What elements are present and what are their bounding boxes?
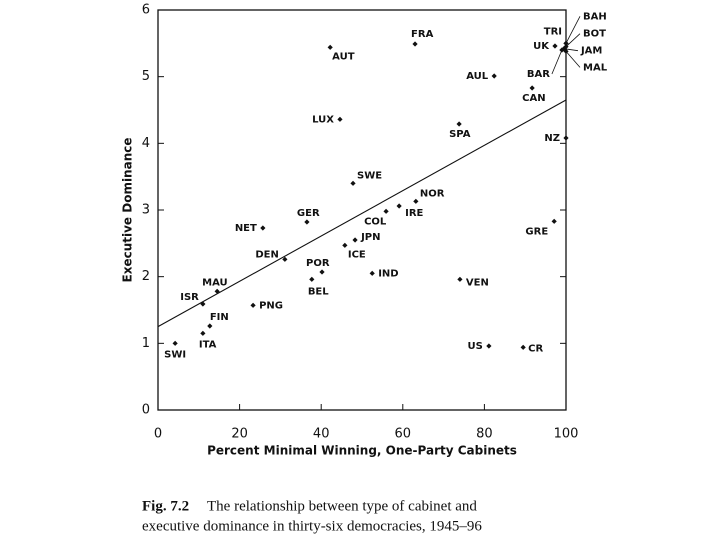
point-label: SWI <box>164 349 186 360</box>
x-axis-label: Percent Minimal Winning, One-Party Cabin… <box>207 444 517 458</box>
x-tick-label: 20 <box>231 427 248 442</box>
point <box>456 121 462 127</box>
point-label: BOT <box>583 29 606 40</box>
point <box>342 242 348 248</box>
y-tick-label: 5 <box>142 69 150 84</box>
point <box>260 225 266 231</box>
y-tick-label: 1 <box>142 336 150 351</box>
y-tick-label: 2 <box>142 269 150 284</box>
point-label: DEN <box>255 249 279 260</box>
point-label: AUL <box>466 71 489 82</box>
point-label: AUT <box>332 51 355 62</box>
point <box>200 330 206 336</box>
x-tick-label: 100 <box>554 427 579 442</box>
point-label: CR <box>528 343 543 354</box>
point <box>250 302 256 308</box>
point <box>369 270 375 276</box>
point-label: VEN <box>466 277 489 288</box>
point <box>309 276 315 282</box>
point <box>350 180 356 186</box>
caption-line: executive dominance in thirty-six democr… <box>142 518 482 534</box>
point-label: ISR <box>180 292 199 303</box>
point <box>563 40 569 46</box>
point-label: CAN <box>522 93 545 104</box>
point <box>551 218 557 224</box>
x-tick-label: 0 <box>154 427 162 442</box>
x-tick-label: 60 <box>395 427 412 442</box>
leader-line <box>565 51 581 68</box>
trend-line <box>157 99 567 328</box>
point-label: BAH <box>583 11 607 22</box>
point-label: US <box>468 341 483 352</box>
point-label: JPN <box>360 232 380 243</box>
point <box>383 208 389 214</box>
point-label: SWE <box>357 170 382 181</box>
caption-line: The relationship between type of cabinet… <box>207 498 477 514</box>
point <box>457 276 463 282</box>
point-label: NOR <box>420 188 445 199</box>
point-label: JAM <box>580 46 602 57</box>
point-label: IRE <box>405 208 423 219</box>
point-label: FIN <box>210 312 229 323</box>
point <box>396 203 402 209</box>
point-label: GER <box>297 208 320 219</box>
point-label: SPA <box>449 129 471 140</box>
point-label: NZ <box>544 133 560 144</box>
plot-frame <box>157 9 567 411</box>
point <box>529 85 535 91</box>
point <box>520 344 526 350</box>
point <box>304 219 310 225</box>
point-label: BEL <box>308 286 329 297</box>
point <box>559 47 565 53</box>
point-label: POR <box>306 258 330 269</box>
leader-line <box>565 16 581 44</box>
leader-line <box>551 49 563 75</box>
point <box>207 323 213 329</box>
point-label: TRI <box>544 26 562 37</box>
y-tick-label: 4 <box>142 136 150 151</box>
point <box>172 340 178 346</box>
point-label: PNG <box>259 300 283 311</box>
point <box>319 269 325 275</box>
point <box>200 301 206 307</box>
y-tick-label: 6 <box>142 3 150 18</box>
y-axis-label: Executive Dominance <box>121 138 135 283</box>
point-label: BAR <box>527 69 550 80</box>
point-label: GRE <box>525 226 548 237</box>
point <box>327 44 333 50</box>
point-label: MAU <box>202 277 228 288</box>
point <box>352 237 358 243</box>
point <box>337 116 343 122</box>
point-label: NET <box>235 223 257 234</box>
point <box>563 135 569 141</box>
point-label: LUX <box>312 114 334 125</box>
point-label: COL <box>364 216 387 227</box>
point-label: ITA <box>199 339 217 350</box>
point <box>282 256 288 262</box>
caption-label: Fig. 7.2 <box>142 498 189 514</box>
y-tick-label: 3 <box>142 203 150 218</box>
point <box>413 198 419 204</box>
leader-line <box>563 48 579 52</box>
y-tick-label: 0 <box>142 403 150 418</box>
point <box>552 43 558 49</box>
leader-line <box>565 33 581 47</box>
point <box>214 288 220 294</box>
point-label: FRA <box>411 29 434 40</box>
point <box>486 343 492 349</box>
x-tick-label: 80 <box>476 427 493 442</box>
point <box>412 41 418 47</box>
point <box>491 73 497 79</box>
point-label: IND <box>378 268 398 279</box>
point-label: MAL <box>583 62 608 73</box>
point-label: ICE <box>348 249 366 260</box>
point-label: UK <box>533 41 550 52</box>
x-tick-label: 40 <box>313 427 330 442</box>
